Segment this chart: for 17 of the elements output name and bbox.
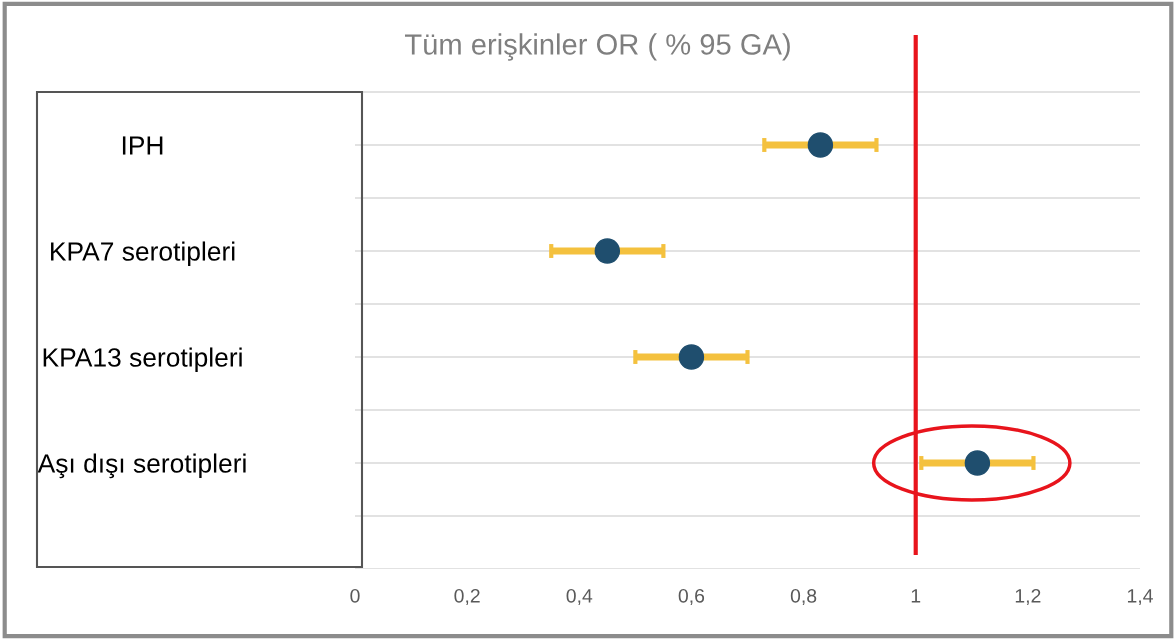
x-tick-label: 0,8: [790, 588, 817, 606]
y-tick-label: Aşı dışı serotipleri: [37, 453, 246, 479]
y-tick-label: KPA13 serotipleri: [43, 347, 242, 373]
point: [964, 450, 991, 476]
x-tick-label: 0,6: [678, 588, 705, 606]
x-tick-label: 0,2: [454, 588, 480, 606]
y-tick-label: IPH: [122, 136, 163, 155]
chart-title: Tüm erişkinler OR ( % 95 GA): [404, 33, 790, 61]
point: [594, 238, 621, 264]
x-tick-label: 0,4: [566, 588, 593, 606]
y-tick-label: KPA7 serotipleri: [51, 241, 235, 267]
point: [678, 344, 705, 370]
x-tick-label: 0: [350, 588, 360, 603]
x-tick-label: 1,4: [1127, 589, 1153, 606]
point: [807, 132, 834, 158]
x-tick-label: 1: [911, 589, 921, 603]
x-tick-label: 1,2: [1015, 588, 1041, 606]
